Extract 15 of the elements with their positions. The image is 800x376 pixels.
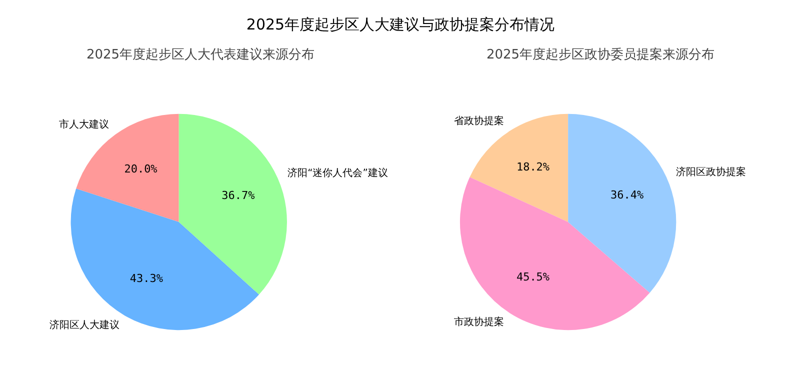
- data-label: 18.2%: [516, 160, 550, 174]
- data-label: 20.0%: [124, 162, 158, 176]
- slice-label: 市政协提案: [454, 316, 504, 328]
- slice-label: 济阳区人大建议: [49, 319, 120, 332]
- chart-title: 2025年度起步区政协委员提案来源分布: [486, 46, 715, 62]
- data-label: 43.3%: [130, 272, 164, 285]
- slice-label: 省政协提案: [454, 114, 504, 127]
- slice-label: 济阳“迷你人代会”建议: [288, 166, 388, 179]
- slice-label: 济阳区政协提案: [676, 166, 746, 178]
- data-label: 45.5%: [516, 270, 550, 284]
- slice-label: 市人大建议: [58, 118, 109, 131]
- data-label: 36.7%: [222, 189, 256, 202]
- chart-title: 2025年度起步区人大代表建议来源分布: [86, 46, 315, 62]
- text: 2025年度起步区人大建议与政协提案分布情况: [246, 16, 555, 34]
- data-label: 36.4%: [610, 188, 644, 202]
